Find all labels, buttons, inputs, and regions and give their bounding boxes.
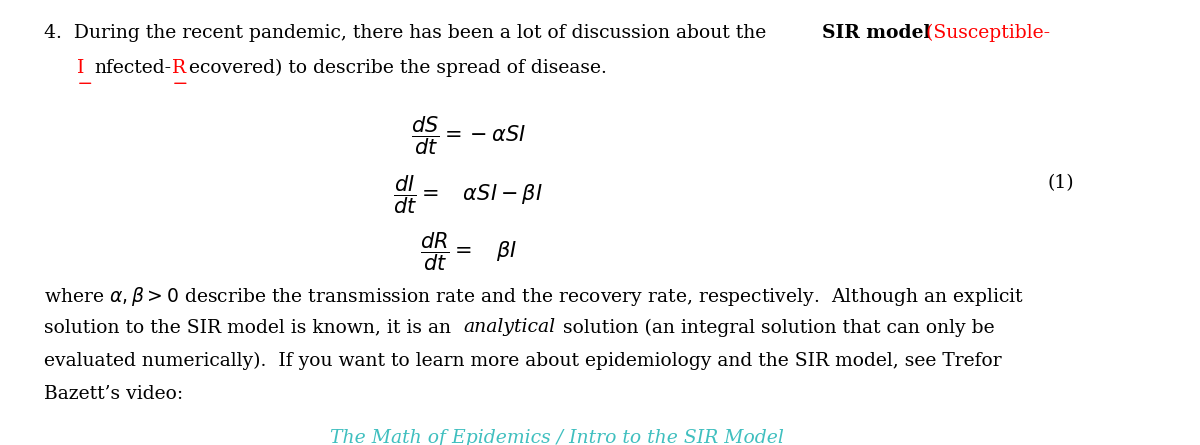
Text: where $\alpha, \beta > 0$ describe the transmission rate and the recovery rate, : where $\alpha, \beta > 0$ describe the t… xyxy=(43,285,1024,308)
Text: I: I xyxy=(77,59,84,77)
Text: evaluated numerically).  If you want to learn more about epidemiology and the SI: evaluated numerically). If you want to l… xyxy=(43,352,1001,370)
Text: SIR model: SIR model xyxy=(822,24,931,42)
Text: ecovered) to describe the spread of disease.: ecovered) to describe the spread of dise… xyxy=(190,59,607,77)
Text: solution to the SIR model is known, it is an: solution to the SIR model is known, it i… xyxy=(43,318,457,336)
Text: (Susceptible-: (Susceptible- xyxy=(919,24,1050,42)
Text: R: R xyxy=(172,59,186,77)
Text: $\dfrac{dI}{dt} = \quad \alpha SI - \beta I$: $\dfrac{dI}{dt} = \quad \alpha SI - \bet… xyxy=(394,174,544,216)
Text: nfected-: nfected- xyxy=(95,59,172,77)
Text: $\dfrac{dR}{dt} = \quad \beta I$: $\dfrac{dR}{dt} = \quad \beta I$ xyxy=(420,231,517,273)
Text: The Math of Epidemics / Intro to the SIR Model: The Math of Epidemics / Intro to the SIR… xyxy=(330,429,784,445)
Text: solution (an integral solution that can only be: solution (an integral solution that can … xyxy=(557,318,995,337)
Text: $\dfrac{dS}{dt} = -\alpha SI$: $\dfrac{dS}{dt} = -\alpha SI$ xyxy=(410,115,526,158)
Text: 4.  During the recent pandemic, there has been a lot of discussion about the: 4. During the recent pandemic, there has… xyxy=(43,24,772,42)
Text: (1): (1) xyxy=(1048,174,1074,192)
Text: Bazett’s video:: Bazett’s video: xyxy=(43,385,182,403)
Text: analytical: analytical xyxy=(463,318,556,336)
